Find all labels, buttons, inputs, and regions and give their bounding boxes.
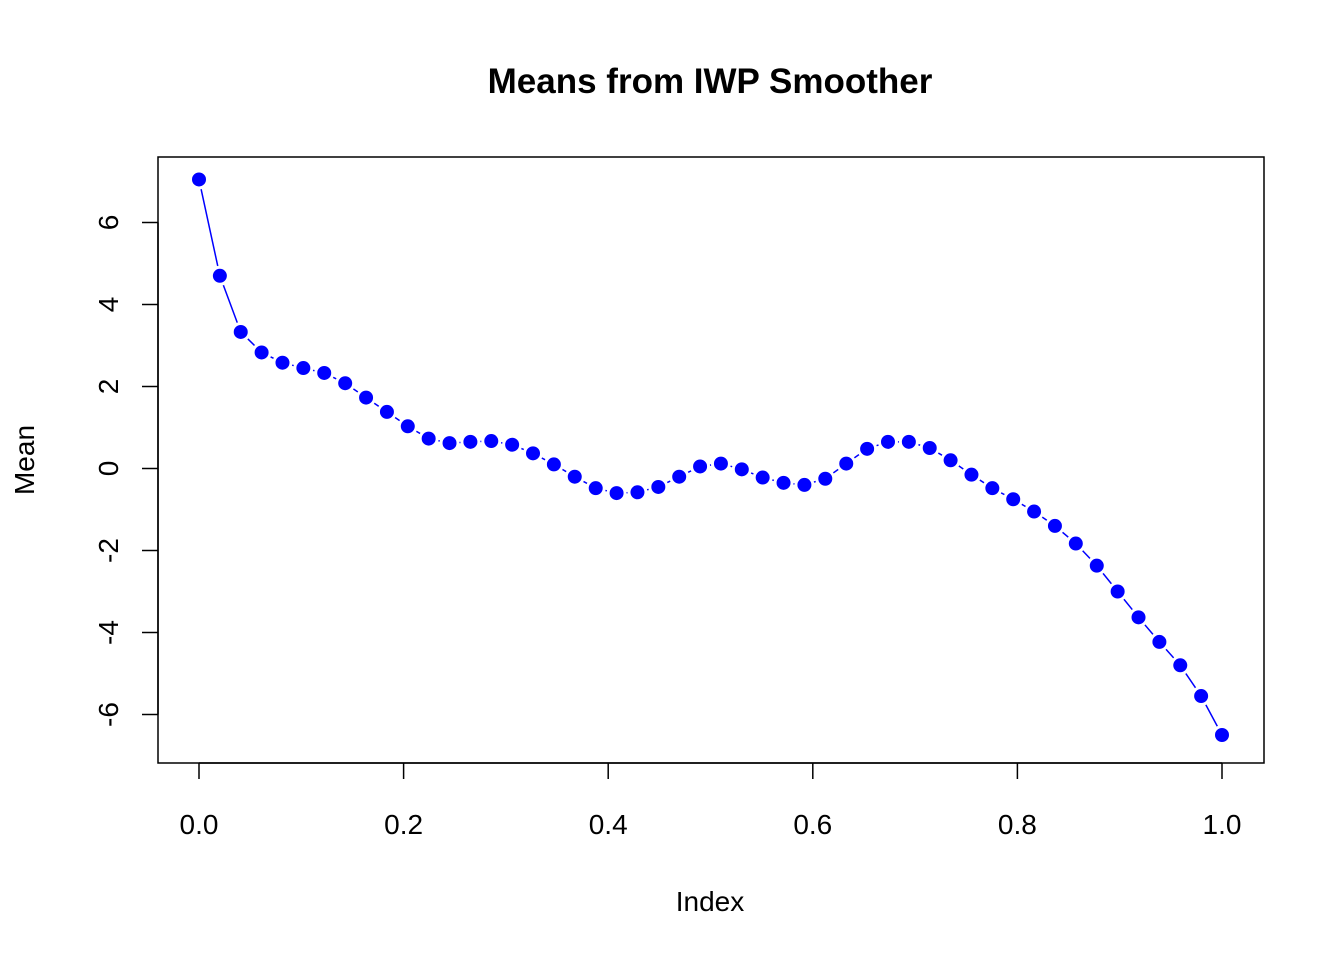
series-layer bbox=[189, 169, 1232, 745]
data-point bbox=[502, 434, 523, 455]
x-axis-label: Index bbox=[676, 886, 745, 917]
data-point bbox=[606, 483, 627, 504]
data-point bbox=[669, 466, 690, 487]
data-point bbox=[543, 454, 564, 475]
data-point bbox=[481, 431, 502, 452]
data-point bbox=[794, 474, 815, 495]
series-line bbox=[198, 179, 1223, 736]
x-tick-label: 0.2 bbox=[384, 809, 423, 840]
data-point bbox=[1024, 501, 1045, 522]
chart-title: Means from IWP Smoother bbox=[488, 62, 933, 101]
data-point bbox=[189, 169, 209, 190]
data-point bbox=[710, 453, 731, 474]
data-point bbox=[898, 431, 919, 452]
data-point bbox=[523, 443, 544, 464]
data-point bbox=[773, 472, 794, 493]
data-point bbox=[418, 428, 439, 449]
y-axis: -6 -4 -2 0 2 4 6 bbox=[93, 215, 159, 727]
x-axis: 0.0 0.2 0.4 0.6 0.8 1.0 bbox=[180, 762, 1242, 840]
data-point bbox=[439, 433, 460, 454]
x-tick-label: 0.0 bbox=[180, 809, 219, 840]
data-point bbox=[982, 478, 1003, 499]
y-tick-label: 2 bbox=[93, 379, 124, 395]
x-tick-label: 0.4 bbox=[589, 809, 628, 840]
data-point bbox=[1212, 725, 1232, 745]
data-point bbox=[961, 464, 982, 485]
plot-frame bbox=[157, 156, 1265, 764]
data-point bbox=[564, 466, 585, 487]
data-point bbox=[293, 358, 314, 379]
y-tick-label: -4 bbox=[93, 620, 124, 645]
data-point bbox=[690, 456, 711, 477]
data-point bbox=[815, 468, 836, 489]
y-axis-label: Mean bbox=[9, 425, 40, 495]
data-point bbox=[397, 416, 418, 437]
y-tick-label: 6 bbox=[93, 215, 124, 231]
data-point bbox=[376, 401, 397, 422]
data-point bbox=[627, 482, 648, 503]
y-tick-label: 4 bbox=[93, 297, 124, 313]
data-point bbox=[314, 362, 335, 383]
data-point bbox=[356, 387, 377, 408]
data-point bbox=[877, 431, 898, 452]
data-point bbox=[335, 373, 356, 394]
data-point bbox=[1044, 515, 1065, 536]
data-point bbox=[272, 352, 293, 373]
data-point bbox=[1128, 607, 1149, 628]
data-point bbox=[251, 342, 272, 363]
data-point bbox=[1086, 555, 1107, 576]
data-point bbox=[1003, 489, 1024, 510]
data-point bbox=[1191, 686, 1212, 707]
data-point bbox=[460, 431, 481, 452]
data-point bbox=[1149, 631, 1170, 652]
data-point bbox=[648, 476, 669, 497]
data-point bbox=[1107, 581, 1128, 602]
data-point bbox=[1170, 655, 1191, 676]
data-point bbox=[731, 459, 752, 480]
data-point bbox=[940, 450, 961, 471]
data-point bbox=[209, 265, 230, 286]
data-point bbox=[230, 321, 251, 342]
data-point bbox=[857, 438, 878, 459]
y-tick-label: 0 bbox=[93, 461, 124, 477]
x-tick-label: 0.6 bbox=[793, 809, 832, 840]
data-point bbox=[836, 453, 857, 474]
data-point bbox=[752, 467, 773, 488]
data-point bbox=[585, 478, 606, 499]
y-tick-label: -6 bbox=[93, 702, 124, 727]
y-tick-label: -2 bbox=[93, 538, 124, 563]
x-tick-label: 1.0 bbox=[1203, 809, 1242, 840]
data-point bbox=[1065, 533, 1086, 554]
x-tick-label: 0.8 bbox=[998, 809, 1037, 840]
data-point bbox=[919, 438, 940, 458]
